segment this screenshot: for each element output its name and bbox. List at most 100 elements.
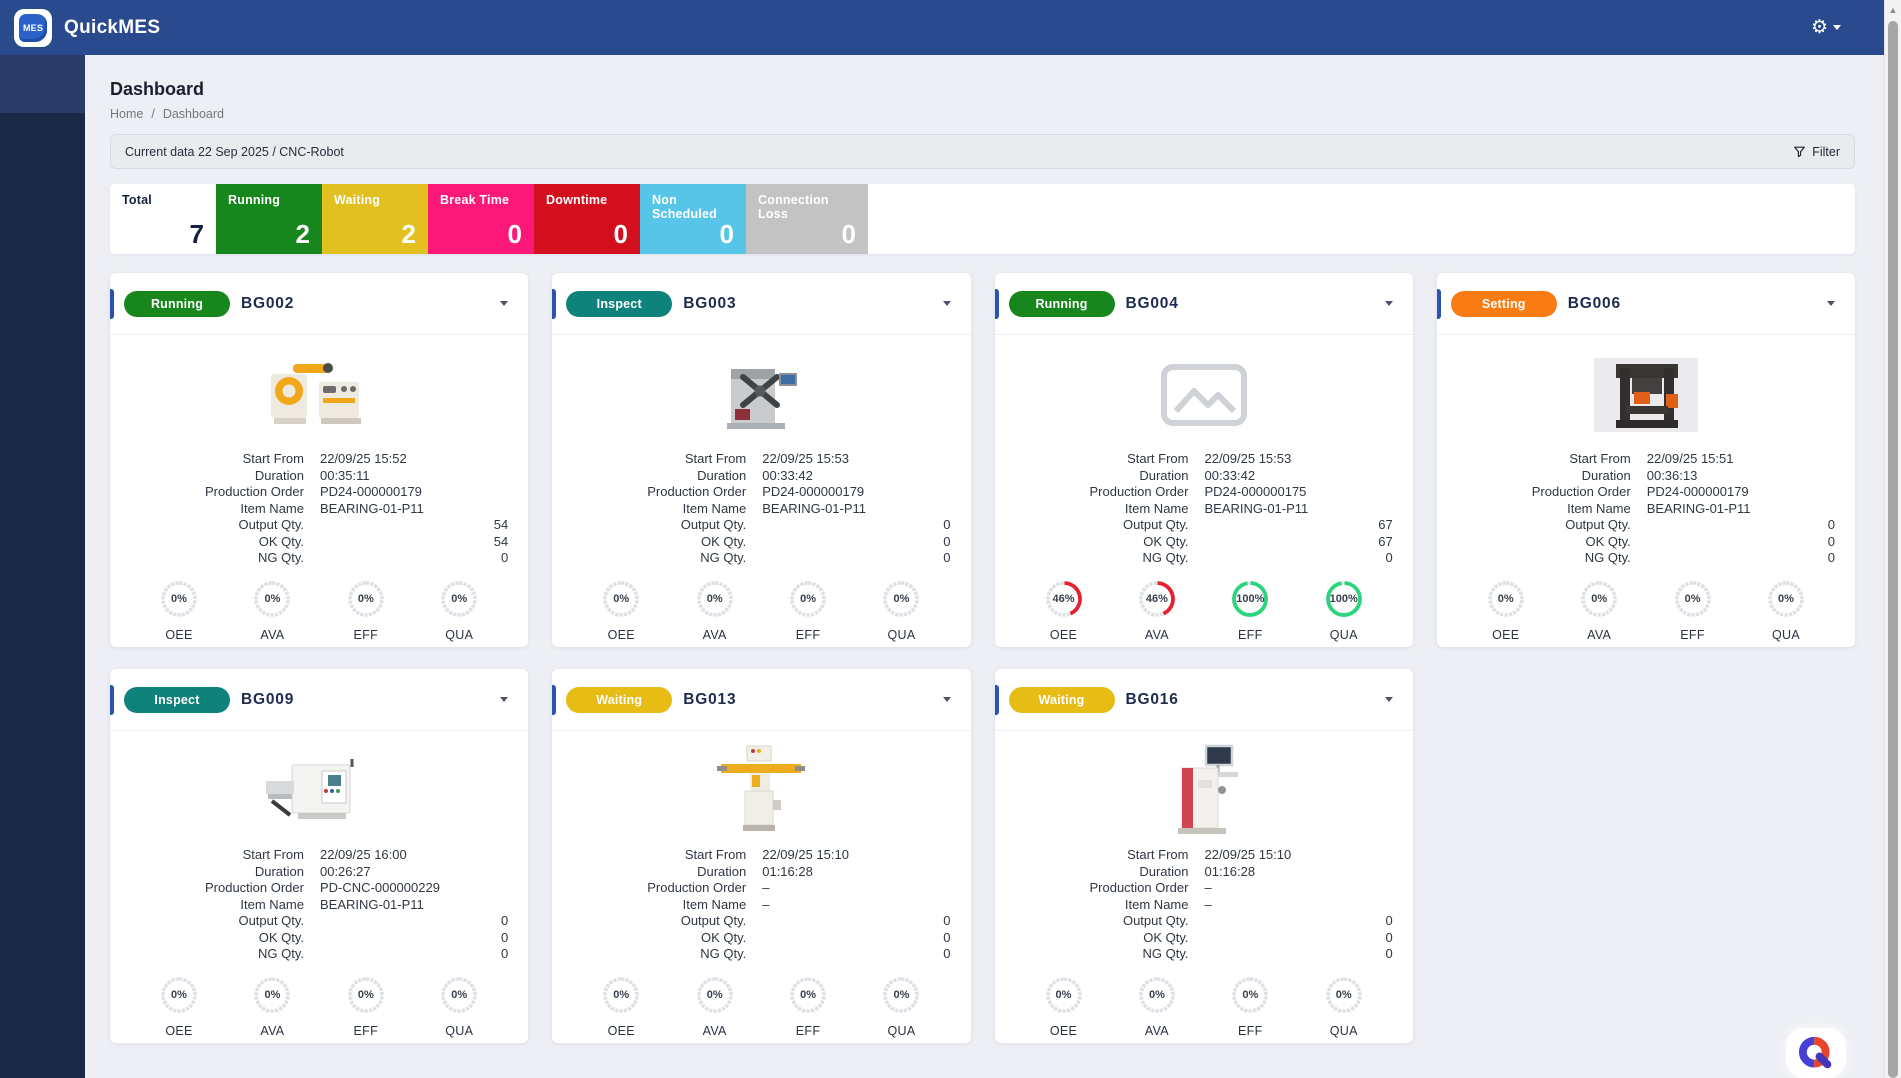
detail-value bbox=[1188, 913, 1352, 930]
kpi-gauge-oee: 0% OEE bbox=[148, 975, 210, 1038]
detail-row: Start From 22/09/25 15:51 bbox=[1457, 451, 1835, 468]
machine-details: Start From 22/09/25 15:10 Duration 01:16:28… bbox=[572, 847, 950, 963]
detail-label: OK Qty. bbox=[700, 929, 747, 945]
detail-qty: 0 bbox=[943, 550, 951, 565]
card-menu-button[interactable] bbox=[939, 693, 955, 706]
gauge-label: AVA bbox=[260, 627, 285, 642]
breadcrumb-current: Dashboard bbox=[162, 107, 224, 121]
detail-row: Item Name BEARING-01-P11 bbox=[130, 501, 508, 518]
chevron-down-icon bbox=[1384, 697, 1393, 702]
detail-qty: 0 bbox=[1385, 913, 1393, 928]
detail-label: Duration bbox=[1139, 863, 1189, 879]
navbar-actions: ⚙ bbox=[1811, 18, 1841, 37]
machine-name: BG003 bbox=[683, 294, 737, 312]
gauge-label: QUA bbox=[1329, 1023, 1358, 1038]
detail-qty bbox=[468, 847, 508, 864]
gauge-ring: 0% bbox=[346, 579, 386, 619]
kpi-gauge-oee: 0% OEE bbox=[590, 975, 652, 1038]
gauge-label: EFF bbox=[353, 627, 379, 642]
card-menu-button[interactable] bbox=[496, 693, 512, 706]
machine-status-badge: Setting bbox=[1450, 290, 1557, 317]
image-placeholder-icon bbox=[1160, 364, 1247, 426]
scrollbar-thumb[interactable] bbox=[1888, 21, 1898, 1078]
card-menu-button[interactable] bbox=[939, 297, 955, 310]
gauge-ring: 0% bbox=[601, 579, 641, 619]
settings-menu-button[interactable]: ⚙ bbox=[1811, 18, 1841, 37]
gauge-percent: 0% bbox=[613, 988, 630, 1001]
detail-qty: 0 bbox=[943, 517, 951, 532]
app-logo: MES bbox=[14, 8, 52, 47]
summary-status-label: Waiting bbox=[334, 193, 381, 207]
gauge-label: EFF bbox=[795, 1023, 821, 1038]
detail-row: Duration 00:26:27 bbox=[130, 864, 508, 881]
detail-value bbox=[1631, 534, 1795, 551]
gauge-label: QUA bbox=[445, 627, 474, 642]
card-menu-button[interactable] bbox=[1381, 693, 1397, 706]
gauge-label: OEE bbox=[165, 1023, 193, 1038]
detail-label: Duration bbox=[697, 467, 747, 483]
kpi-gauge-oee: 46% OEE bbox=[1033, 579, 1095, 642]
detail-value bbox=[1188, 930, 1352, 947]
detail-row: Item Name BEARING-01-P11 bbox=[1457, 501, 1835, 518]
detail-value: 22/09/25 15:51 bbox=[1646, 451, 1734, 466]
summary-status-label: Total bbox=[122, 193, 152, 207]
scroll-up-arrow-icon[interactable]: ▲ bbox=[1888, 5, 1898, 15]
card-menu-button[interactable] bbox=[496, 297, 512, 310]
detail-label: Production Order bbox=[1089, 484, 1189, 499]
gauge-label: AVA bbox=[1587, 627, 1612, 642]
summary-status-label: Break Time bbox=[440, 193, 510, 207]
machine-card-header: Running BG004 bbox=[994, 273, 1413, 335]
gauge-label: OEE bbox=[607, 1023, 635, 1038]
detail-row: OK Qty. 0 bbox=[572, 929, 951, 947]
machine-photo bbox=[130, 739, 508, 843]
chevron-down-icon bbox=[500, 301, 509, 306]
detail-label: NG Qty. bbox=[1142, 550, 1189, 565]
detail-value: PD24-000000175 bbox=[1204, 484, 1307, 499]
summary-status-count: 7 bbox=[189, 219, 204, 249]
detail-qty bbox=[911, 484, 951, 501]
detail-label: Production Order bbox=[1531, 484, 1631, 499]
gauge-percent: 0% bbox=[706, 592, 723, 605]
breadcrumb-home-link[interactable]: Home bbox=[110, 107, 144, 121]
chevron-down-icon bbox=[1384, 301, 1393, 306]
gauge-ring-icon bbox=[1045, 976, 1082, 1013]
main-content: Dashboard Home / Dashboard Current data … bbox=[85, 55, 1884, 1078]
kpi-gauges: 0% OEE 0% AVA 0% EFF 0% QUA bbox=[1457, 579, 1835, 642]
detail-label: Output Qty. bbox=[238, 517, 304, 532]
detail-label: Duration bbox=[697, 863, 747, 879]
gauge-ring-icon bbox=[696, 976, 733, 1013]
detail-label: Production Order bbox=[204, 484, 304, 499]
quickmes-chat-fab[interactable] bbox=[1786, 1028, 1846, 1078]
detail-qty: 0 bbox=[501, 913, 509, 928]
gauge-percent: 0% bbox=[800, 988, 817, 1001]
detail-row: Output Qty. 0 bbox=[572, 913, 951, 930]
card-accent-bar bbox=[552, 685, 557, 715]
machine-card: Running BG002 Start From 22/09/25 15:52 Du… bbox=[110, 273, 529, 647]
detail-row: Duration 00:33:42 bbox=[572, 468, 950, 485]
gauge-ring-icon bbox=[161, 976, 197, 1013]
detail-row: Output Qty. 54 bbox=[130, 517, 508, 534]
kpi-gauges: 0% OEE 0% AVA 0% EFF 0% QUA bbox=[130, 975, 508, 1038]
detail-row: OK Qty. 67 bbox=[1015, 534, 1393, 551]
detail-row: NG Qty. 0 bbox=[130, 946, 508, 963]
filter-button[interactable]: Filter bbox=[1793, 145, 1840, 159]
kpi-gauge-qua: 0% QUA bbox=[428, 579, 490, 642]
filter-button-label: Filter bbox=[1812, 144, 1840, 159]
detail-row: Item Name – bbox=[572, 897, 950, 914]
machine-name: BG004 bbox=[1125, 294, 1179, 312]
gauge-percent: 0% bbox=[1684, 592, 1701, 605]
card-menu-button[interactable] bbox=[1823, 297, 1839, 310]
spring-former-machine-image bbox=[727, 369, 798, 429]
gauge-label: AVA bbox=[702, 1023, 727, 1038]
card-menu-button[interactable] bbox=[1381, 297, 1397, 310]
detail-row: NG Qty. 0 bbox=[1457, 550, 1835, 567]
sidebar-item-dashboard[interactable] bbox=[0, 55, 85, 113]
card-accent-bar bbox=[110, 289, 114, 319]
detail-row: Start From 22/09/25 15:53 bbox=[1015, 451, 1393, 468]
summary-status-tile: Connection Loss 0 bbox=[746, 184, 868, 254]
machine-card-header: Inspect BG009 bbox=[110, 669, 529, 731]
detail-row: Duration 01:16:28 bbox=[572, 864, 950, 881]
detail-label: Item Name bbox=[1567, 500, 1631, 516]
gauge-percent: 0% bbox=[800, 592, 817, 605]
machine-details: Start From 22/09/25 15:52 Duration 00:35:11… bbox=[130, 451, 508, 567]
